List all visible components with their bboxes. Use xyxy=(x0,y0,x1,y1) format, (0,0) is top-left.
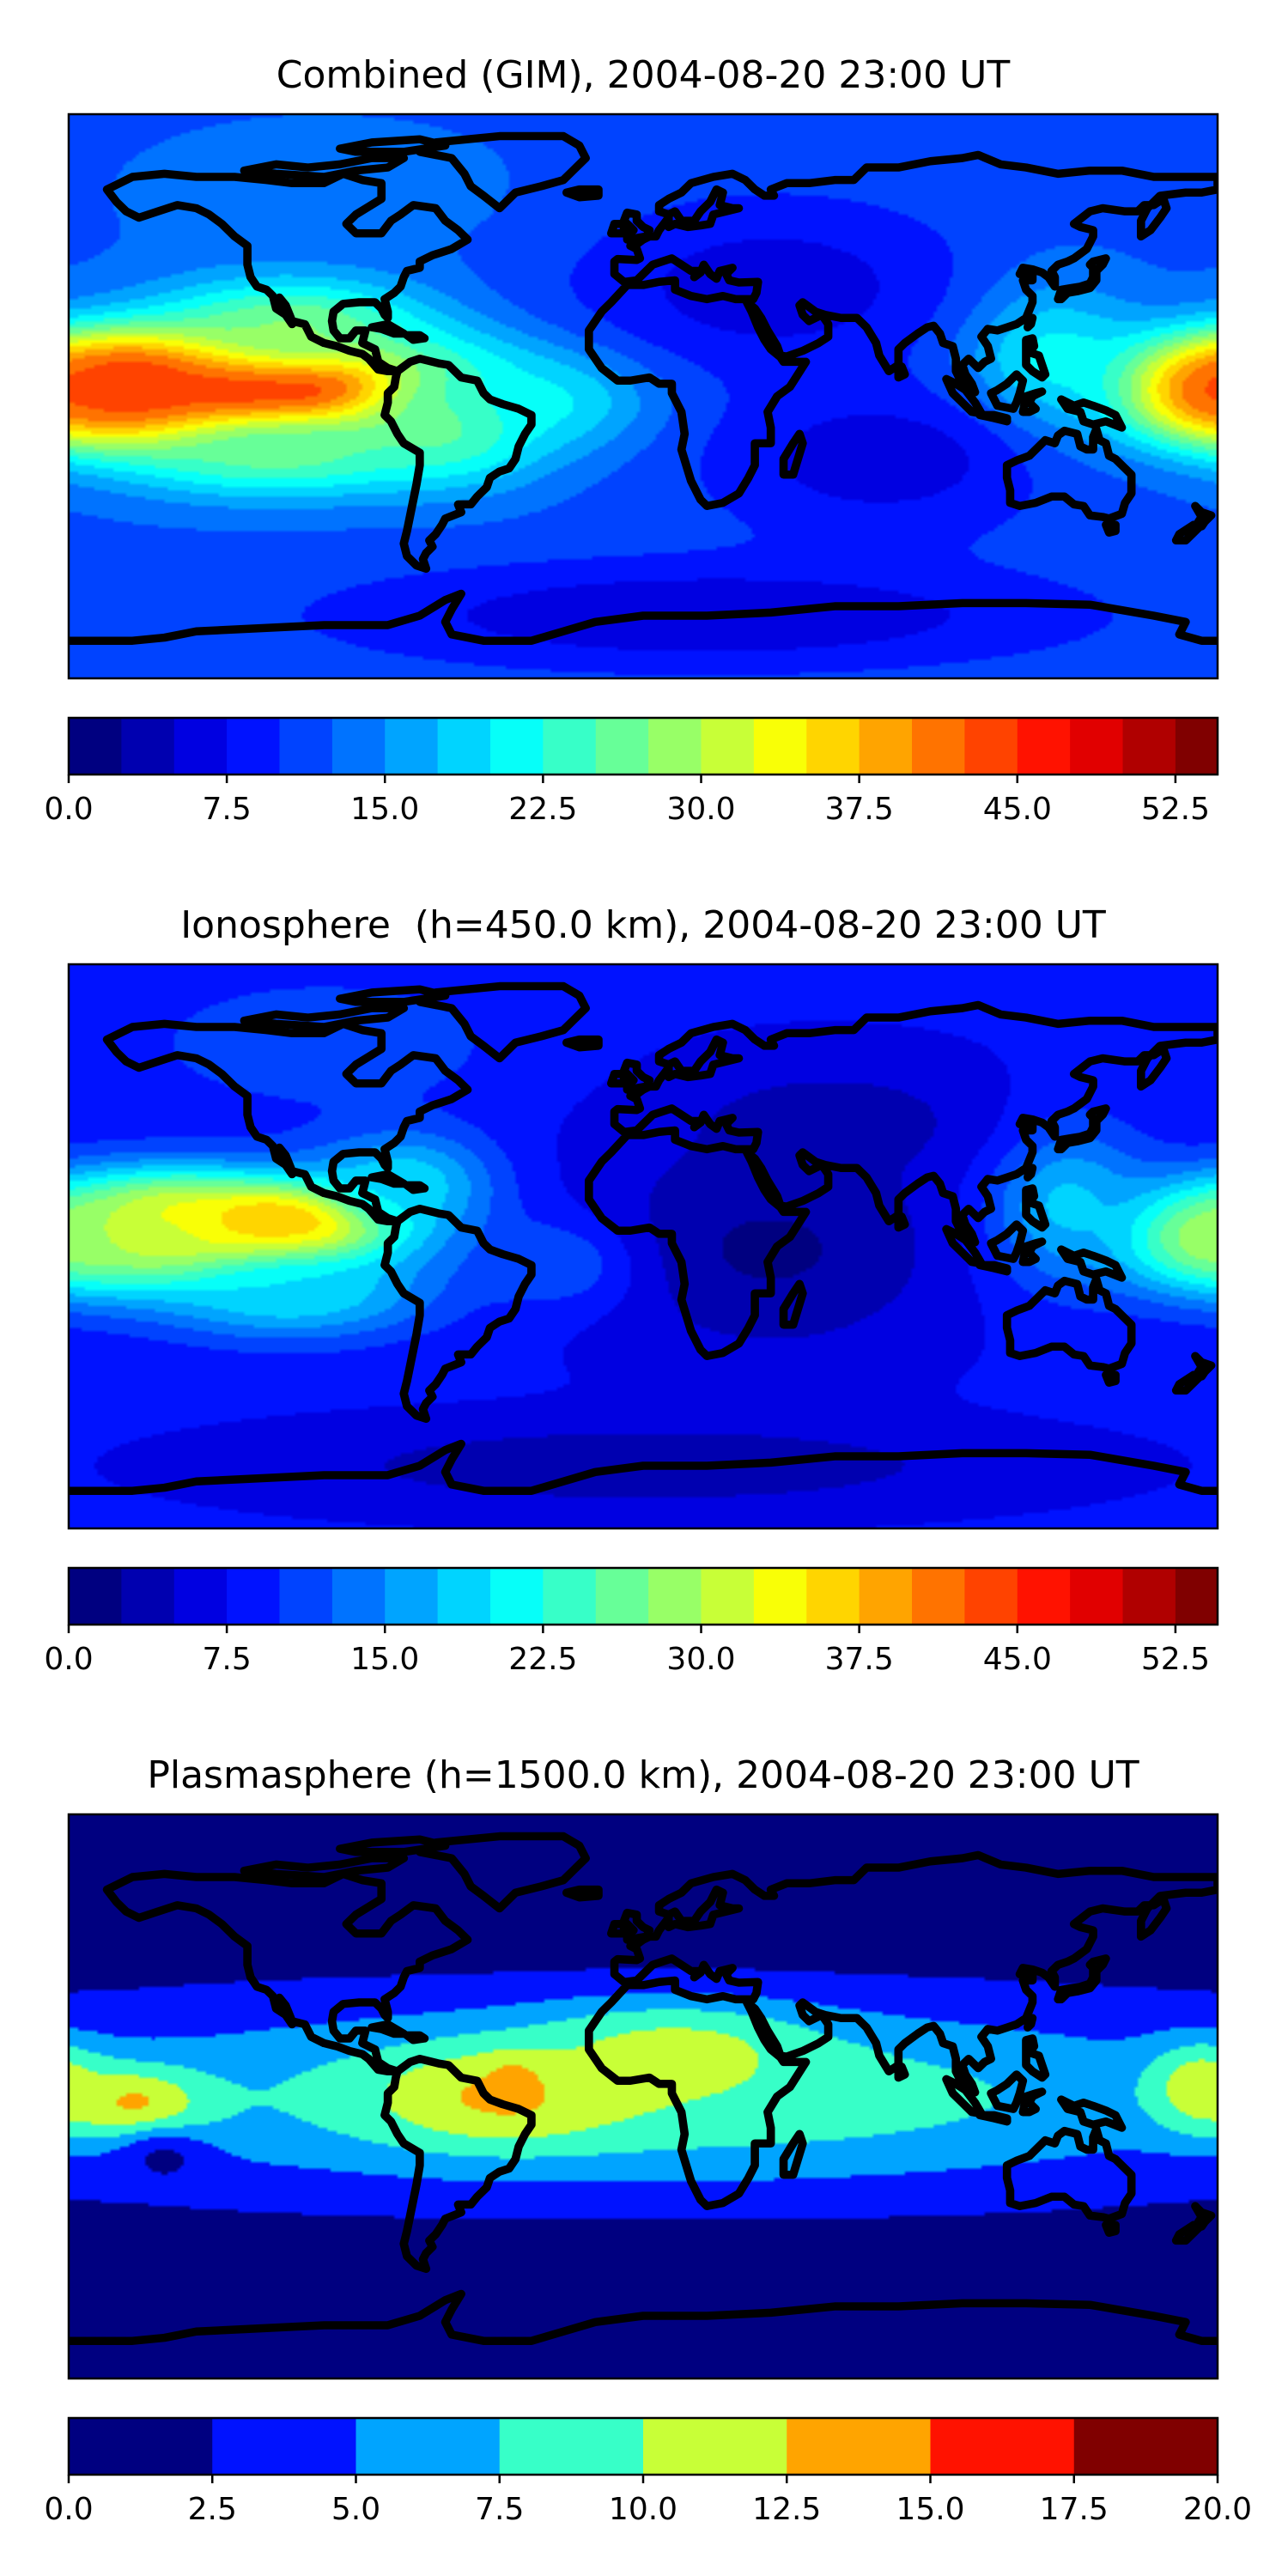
tec-field-heatmap xyxy=(69,114,1218,678)
plasmasphere-map-panel: Plasmasphere (h=1500.0 km), 2004-08-20 2… xyxy=(44,1753,1252,2527)
colorbar-tick-label: 22.5 xyxy=(508,792,577,827)
colorbar-segment xyxy=(385,1568,439,1625)
colorbar-tick-label: 30.0 xyxy=(666,792,735,827)
colorbar-segment xyxy=(595,1568,649,1625)
colorbar-segment xyxy=(437,1568,491,1625)
panel-title: Ionosphere (h=450.0 km), 2004-08-20 23:0… xyxy=(180,903,1106,947)
map-frame xyxy=(67,112,1219,680)
colorbar-segment xyxy=(279,1568,333,1625)
colorbar-tick-label: 45.0 xyxy=(983,792,1052,827)
colorbar-tick-label: 0.0 xyxy=(44,2492,93,2527)
colorbar-segment xyxy=(385,718,439,775)
colorbar-tick-label: 20.0 xyxy=(1183,2492,1252,2527)
colorbar-segment xyxy=(859,1568,913,1625)
colorbar-tick-label: 5.0 xyxy=(331,2492,380,2527)
tec-field-heatmap xyxy=(69,1814,1218,2379)
colorbar-segment xyxy=(279,718,333,775)
colorbar-segment xyxy=(490,718,544,775)
colorbar-tick-label: 10.0 xyxy=(609,2492,677,2527)
colorbar-tick-label: 52.5 xyxy=(1141,792,1210,827)
colorbar-segment xyxy=(787,2418,932,2475)
colorbar-segment xyxy=(930,2418,1075,2475)
colorbar-segment xyxy=(912,1568,965,1625)
colorbar-frame xyxy=(67,1566,1219,1626)
colorbar-segment xyxy=(121,718,175,775)
colorbar-tick-label: 0.0 xyxy=(44,792,93,827)
colorbar-segment xyxy=(227,1568,281,1625)
colorbar-tick-label: 15.0 xyxy=(896,2492,964,2527)
colorbar-segment xyxy=(227,718,281,775)
colorbar-segment xyxy=(648,718,702,775)
map-frame xyxy=(67,1813,1219,2380)
colorbar: 0.0 7.5 15.0 22.5 30.0 37.5 45.0 52.5 xyxy=(44,1566,1219,1677)
colorbar-segment xyxy=(212,2418,357,2475)
colorbar-tick-label: 15.0 xyxy=(350,792,419,827)
colorbar-segment xyxy=(643,2418,787,2475)
ionosphere-map-panel: Ionosphere (h=450.0 km), 2004-08-20 23:0… xyxy=(44,903,1219,1677)
colorbar-segment xyxy=(490,1568,544,1625)
colorbar-segment xyxy=(1070,718,1124,775)
colorbar-segment xyxy=(806,1568,860,1625)
colorbar-tick-label: 22.5 xyxy=(508,1642,577,1677)
colorbar: 0.0 7.5 15.0 22.5 30.0 37.5 45.0 52.5 xyxy=(44,716,1219,827)
colorbar-segment xyxy=(499,2418,644,2475)
colorbar-tick-label: 7.5 xyxy=(202,792,251,827)
colorbar-segment xyxy=(1175,718,1218,775)
colorbar-tick-label: 0.0 xyxy=(44,1642,93,1677)
colorbar-segment xyxy=(173,1568,228,1625)
colorbar-segment xyxy=(437,718,491,775)
colorbar-segment xyxy=(595,718,649,775)
colorbar-segment xyxy=(355,2418,501,2475)
colorbar-segment xyxy=(331,1568,386,1625)
colorbar-segment xyxy=(1122,718,1176,775)
combined-gim-map-panel: Combined (GIM), 2004-08-20 23:00 UT 0.0 7… xyxy=(44,53,1219,827)
colorbar-segment xyxy=(701,1568,755,1625)
colorbar: 0.0 2.5 5.0 7.5 10.0 12.5 15.0 17.5 20.0 xyxy=(44,2416,1252,2527)
colorbar-tick-label: 7.5 xyxy=(202,1642,251,1677)
colorbar-segment xyxy=(859,718,913,775)
map-frame xyxy=(67,963,1219,1530)
colorbar-segment xyxy=(806,718,860,775)
colorbar-segment xyxy=(648,1568,702,1625)
colorbar-segment xyxy=(1122,1568,1176,1625)
colorbar-segment xyxy=(1070,1568,1124,1625)
colorbar-tick-label: 17.5 xyxy=(1040,2492,1109,2527)
colorbar-segment xyxy=(331,718,386,775)
colorbar-segment xyxy=(964,718,1018,775)
colorbar-tick-label: 2.5 xyxy=(188,2492,237,2527)
colorbar-segment xyxy=(1017,718,1071,775)
panel-title: Combined (GIM), 2004-08-20 23:00 UT xyxy=(276,53,1011,97)
colorbar-tick-label: 12.5 xyxy=(752,2492,821,2527)
colorbar-segment xyxy=(701,718,755,775)
colorbar-segment xyxy=(69,718,122,775)
colorbar-segment xyxy=(121,1568,175,1625)
colorbar-segment xyxy=(543,1568,597,1625)
colorbar-segment xyxy=(912,718,965,775)
colorbar-segment xyxy=(753,718,807,775)
colorbar-tick-label: 37.5 xyxy=(825,1642,894,1677)
colorbar-segment xyxy=(1073,2418,1218,2475)
panel-title: Plasmasphere (h=1500.0 km), 2004-08-20 2… xyxy=(147,1753,1139,1797)
colorbar-segment xyxy=(964,1568,1018,1625)
colorbar-tick-label: 30.0 xyxy=(666,1642,735,1677)
colorbar-segment xyxy=(1017,1568,1071,1625)
colorbar-segment xyxy=(173,718,228,775)
colorbar-tick-label: 7.5 xyxy=(475,2492,524,2527)
colorbar-tick-label: 52.5 xyxy=(1141,1642,1210,1677)
colorbar-tick-label: 45.0 xyxy=(983,1642,1052,1677)
colorbar-segment xyxy=(753,1568,807,1625)
colorbar-segment xyxy=(543,718,597,775)
colorbar-segment xyxy=(1175,1568,1218,1625)
colorbar-segment xyxy=(69,1568,122,1625)
colorbar-frame xyxy=(67,716,1219,776)
colorbar-tick-label: 37.5 xyxy=(825,792,894,827)
tec-field-heatmap xyxy=(69,964,1218,1528)
colorbar-segment xyxy=(69,2418,213,2475)
colorbar-tick-label: 15.0 xyxy=(350,1642,419,1677)
